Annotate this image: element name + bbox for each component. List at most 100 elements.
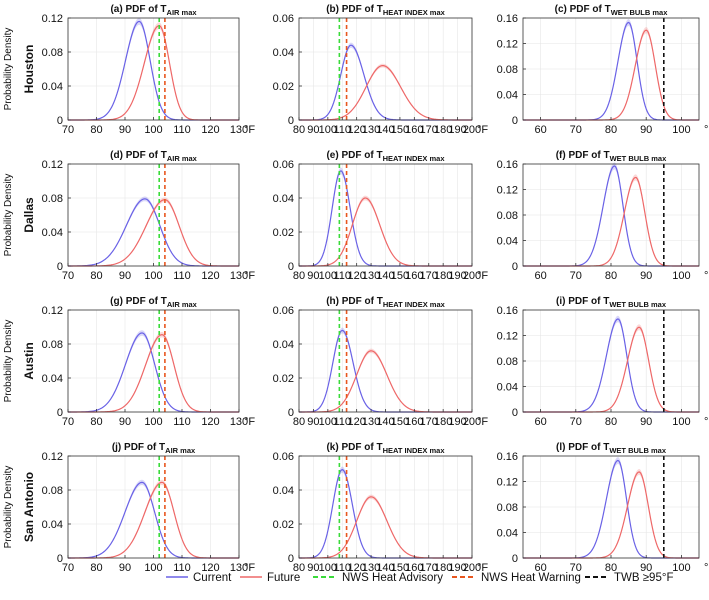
x-tick-label: 110 (333, 270, 351, 282)
x-tick-label: 100 (319, 562, 337, 574)
x-tick-label: 90 (119, 562, 131, 574)
y-axis-label: Probability Density (3, 320, 14, 403)
x-tick-label: 150 (391, 562, 409, 574)
x-tick-label: 140 (376, 124, 394, 136)
x-tick-label: 160 (405, 562, 423, 574)
x-tick-label: 80 (293, 562, 305, 574)
y-tick-label: 0.08 (497, 210, 518, 222)
x-unit-label: °F (477, 124, 488, 136)
x-tick-label: 90 (119, 270, 131, 282)
x-unit-label: °F (704, 562, 709, 574)
x-tick-label: 80 (293, 416, 305, 428)
panel-title: (g) PDF of TAIR max (110, 296, 197, 309)
x-tick-label: 100 (144, 270, 162, 282)
x-unit-label: °F (244, 124, 255, 136)
x-tick-label: 90 (307, 562, 319, 574)
city-label: Dallas (22, 197, 36, 233)
legend-warning-label: NWS Heat Warning (481, 572, 581, 584)
y-tick-label: 0 (57, 407, 63, 419)
x-unit-label: °F (704, 416, 709, 428)
x-tick-label: 190 (448, 416, 466, 428)
x-tick-label: 150 (391, 270, 409, 282)
y-tick-label: 0.16 (497, 159, 518, 171)
y-axis-label: Probability Density (3, 28, 14, 111)
x-tick-label: 80 (90, 124, 102, 136)
x-tick-label: 150 (391, 124, 409, 136)
x-tick-label: 70 (62, 270, 74, 282)
x-tick-label: 70 (62, 124, 74, 136)
legend-advisory-label: NWS Heat Advisory (342, 572, 443, 584)
y-tick-label: 0.12 (42, 13, 63, 25)
y-tick-label: 0 (288, 261, 294, 273)
x-tick-label: 110 (173, 270, 191, 282)
y-tick-label: 0.02 (273, 519, 294, 531)
y-tick-label: 0.06 (273, 451, 294, 463)
x-tick-label: 110 (333, 562, 351, 574)
x-tick-label: 60 (534, 270, 546, 282)
x-tick-label: 110 (333, 124, 351, 136)
x-tick-label: 120 (201, 124, 219, 136)
y-tick-label: 0.08 (42, 193, 63, 205)
x-tick-label: 120 (347, 416, 365, 428)
y-tick-label: 0.02 (273, 81, 294, 93)
y-tick-label: 0.04 (42, 81, 63, 93)
x-tick-label: 200 (463, 562, 481, 574)
x-tick-label: 120 (347, 270, 365, 282)
y-tick-label: 0.04 (42, 373, 63, 385)
city-label: San Antonio (22, 472, 36, 542)
panel-d: 70 80 90 100 110 120 130 0 0.04 0.08 0.12 °F (d) PDF… (42, 150, 256, 282)
x-tick-label: 70 (570, 562, 582, 574)
panel-title: (c) PDF of TWET BULB max (555, 4, 669, 17)
panel-j: 70 80 90 100 110 120 130 0 0.04 0.08 0.12 °F (j) PDF… (42, 442, 256, 574)
x-tick-label: 150 (391, 416, 409, 428)
x-tick-label: 80 (605, 124, 617, 136)
x-tick-label: 80 (90, 416, 102, 428)
x-unit-label: °F (244, 562, 255, 574)
y-tick-label: 0.04 (497, 236, 518, 248)
x-tick-label: 140 (376, 270, 394, 282)
x-tick-label: 110 (173, 562, 191, 574)
y-tick-label: 0 (57, 115, 63, 127)
y-axis-label: Probability Density (3, 466, 14, 549)
legend: Current Future NWS Heat Advisory NWS Hea… (166, 572, 673, 584)
x-tick-label: 80 (605, 416, 617, 428)
city-label: Houston (22, 45, 36, 94)
city-label: Austin (22, 342, 36, 379)
x-tick-label: 100 (319, 270, 337, 282)
x-tick-label: 120 (201, 562, 219, 574)
x-tick-label: 170 (420, 416, 438, 428)
y-tick-label: 0 (512, 407, 518, 419)
panel-title: (l) PDF of TWET BULB max (556, 442, 667, 455)
x-tick-label: 70 (62, 416, 74, 428)
y-tick-label: 0.08 (42, 339, 63, 351)
x-tick-label: 200 (463, 124, 481, 136)
x-tick-label: 60 (534, 416, 546, 428)
x-tick-label: 120 (201, 270, 219, 282)
y-tick-label: 0.04 (273, 47, 294, 59)
y-tick-label: 0 (288, 407, 294, 419)
panel-title: (k) PDF of THEAT INDEX max (326, 442, 445, 455)
x-tick-label: 80 (605, 270, 617, 282)
x-tick-label: 90 (640, 270, 652, 282)
panel-title: (f) PDF of TWET BULB max (556, 150, 667, 163)
y-tick-label: 0 (57, 261, 63, 273)
panel-title: (h) PDF of THEAT INDEX max (326, 296, 445, 309)
panel-title: (i) PDF of TWET BULB max (556, 296, 667, 309)
y-tick-label: 0.08 (42, 485, 63, 497)
x-tick-label: 130 (230, 416, 248, 428)
y-tick-label: 0.16 (497, 305, 518, 317)
x-tick-label: 90 (307, 416, 319, 428)
y-axis-label: Probability Density (3, 174, 14, 257)
y-tick-label: 0.16 (497, 451, 518, 463)
y-tick-label: 0.06 (273, 13, 294, 25)
x-tick-label: 90 (640, 124, 652, 136)
y-tick-label: 0.06 (273, 159, 294, 171)
x-tick-label: 190 (448, 270, 466, 282)
x-tick-label: 110 (173, 124, 191, 136)
y-tick-label: 0.04 (497, 90, 518, 102)
y-tick-label: 0.04 (42, 227, 63, 239)
x-tick-label: 100 (319, 124, 337, 136)
x-tick-label: 100 (672, 416, 690, 428)
x-tick-label: 110 (333, 416, 351, 428)
